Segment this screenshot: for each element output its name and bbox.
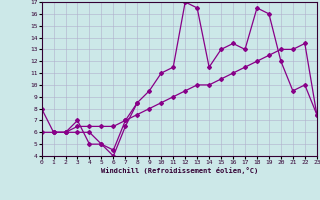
X-axis label: Windchill (Refroidissement éolien,°C): Windchill (Refroidissement éolien,°C) bbox=[100, 167, 258, 174]
